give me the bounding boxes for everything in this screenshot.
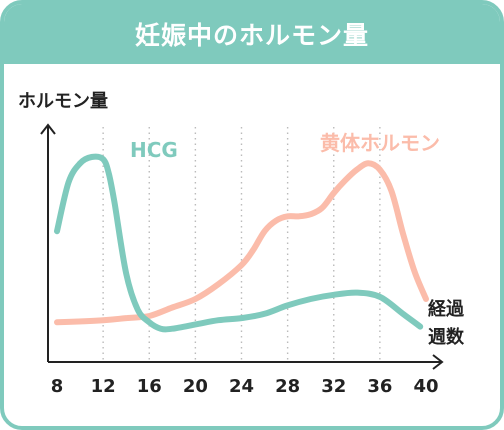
x-tick-label: 24 bbox=[229, 376, 254, 397]
x-tick-label: 20 bbox=[183, 376, 208, 397]
x-tick-label: 36 bbox=[367, 376, 392, 397]
x-tick-labels: 8 12 16 20 24 28 32 36 40 bbox=[51, 376, 439, 397]
series-label-progesterone: 黄体ホルモン bbox=[320, 131, 440, 155]
x-axis-label-line-1: 経過 bbox=[428, 298, 465, 320]
x-tick-label: 16 bbox=[137, 376, 162, 397]
title-bar: 妊娠中のホルモン量 bbox=[4, 4, 500, 64]
y-axis-arrowhead bbox=[40, 123, 56, 135]
x-axis-label-line-2: 週数 bbox=[428, 326, 465, 348]
x-tick-label: 12 bbox=[91, 376, 116, 397]
x-tick-label: 28 bbox=[275, 376, 300, 397]
series-label-hcg: HCG bbox=[130, 138, 178, 162]
x-axis-arrowhead bbox=[432, 354, 444, 370]
series-line-hcg bbox=[54, 153, 424, 333]
series-lines bbox=[54, 153, 429, 333]
axes bbox=[40, 123, 444, 370]
grid-lines bbox=[102, 127, 381, 362]
chart-title: 妊娠中のホルモン量 bbox=[134, 21, 369, 50]
series-line-progesterone bbox=[54, 160, 429, 326]
x-tick-label: 40 bbox=[413, 376, 438, 397]
x-tick-label: 32 bbox=[321, 376, 346, 397]
x-tick-label: 8 bbox=[51, 376, 64, 397]
y-axis-label: ホルモン量 bbox=[18, 90, 108, 112]
